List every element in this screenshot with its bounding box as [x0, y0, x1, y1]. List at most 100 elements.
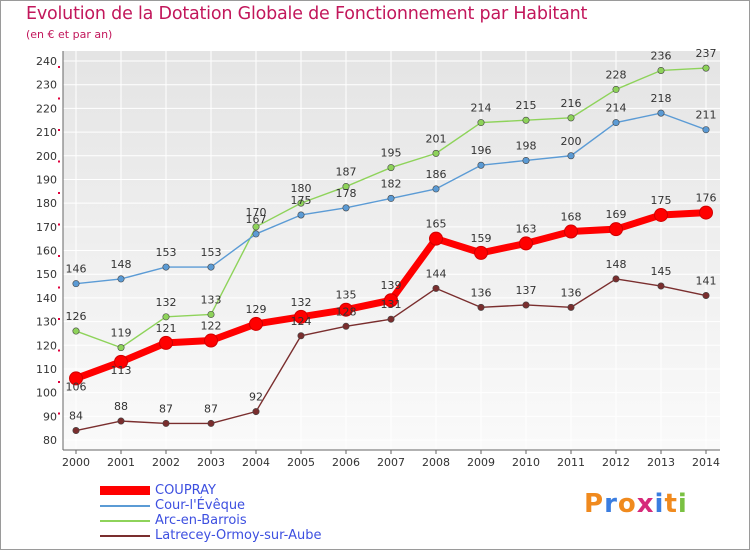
axis-dot — [58, 97, 60, 100]
data-point — [522, 301, 530, 309]
data-label: 165 — [426, 218, 447, 231]
data-labels: 84 88 87 87 92 124 128 131 144 136 137 136 148 145 141… — [66, 47, 717, 422]
data-point — [207, 263, 215, 271]
data-point — [429, 231, 443, 246]
data-label: 175 — [651, 194, 672, 207]
data-point — [432, 284, 440, 292]
data-point — [162, 313, 170, 321]
data-label: 119 — [111, 327, 132, 340]
y-tick-label: 130 — [36, 316, 57, 329]
data-point — [702, 64, 710, 72]
data-point — [159, 335, 173, 350]
axis-dot — [58, 318, 60, 320]
data-point — [657, 66, 665, 74]
data-point — [204, 333, 218, 348]
data-label: 180 — [291, 182, 312, 195]
axis-dot — [58, 160, 60, 163]
data-label: 228 — [606, 68, 627, 81]
x-tick-label: 2003 — [197, 456, 225, 469]
data-label: 129 — [246, 303, 267, 316]
data-point — [702, 292, 710, 300]
x-tick-label: 2002 — [152, 456, 180, 469]
x-tick-label: 2010 — [512, 456, 540, 469]
x-tick-label: 2000 — [62, 456, 90, 469]
data-label: 214 — [471, 102, 492, 115]
x-tick-label: 2005 — [287, 456, 315, 469]
data-point — [207, 310, 215, 318]
data-label: 136 — [471, 286, 492, 299]
data-label: 198 — [516, 139, 537, 152]
x-tick-label: 2004 — [242, 456, 270, 469]
y-tick-label: 230 — [36, 79, 57, 92]
data-point — [342, 183, 350, 191]
data-label: 216 — [561, 97, 582, 110]
x-tick-label: 2013 — [647, 456, 675, 469]
data-point — [339, 302, 353, 317]
x-tick-label: 2012 — [602, 456, 630, 469]
data-label: 113 — [111, 364, 132, 377]
data-label: 215 — [516, 99, 537, 112]
data-label: 214 — [606, 102, 627, 115]
data-point — [207, 419, 215, 427]
y-tick-label: 120 — [36, 339, 57, 352]
axis-dot — [58, 412, 60, 415]
logo-letter: o — [617, 489, 637, 519]
axis-dot — [58, 349, 60, 352]
data-label: 195 — [381, 147, 402, 160]
data-label: 132 — [156, 296, 177, 309]
data-point — [297, 332, 305, 340]
data-point — [477, 161, 485, 169]
data-point — [387, 164, 395, 172]
legend-label-coupray: COUPRAY — [155, 483, 216, 498]
x-tick-label: 2001 — [107, 456, 135, 469]
data-point — [342, 322, 350, 330]
y-tick-label: 170 — [36, 221, 57, 234]
data-label: 88 — [114, 400, 128, 413]
legend-swatch-arc-en-barrois — [100, 520, 150, 522]
data-point — [297, 211, 305, 219]
data-label: 201 — [426, 132, 447, 145]
legend-label-cour-l-eveque: Cour-l'Évêque — [155, 498, 246, 513]
data-point — [72, 280, 80, 288]
data-label: 153 — [156, 246, 177, 259]
data-point — [609, 222, 623, 237]
logo-letter: i — [677, 489, 688, 519]
data-point — [432, 149, 440, 157]
y-tick-label: 180 — [36, 197, 57, 210]
data-label: 141 — [696, 275, 717, 288]
data-point — [387, 315, 395, 323]
data-point — [72, 427, 80, 435]
data-point — [162, 419, 170, 427]
data-label: 121 — [156, 322, 177, 335]
data-label: 236 — [651, 49, 672, 62]
logo-letter: i — [654, 489, 665, 519]
data-point — [474, 245, 488, 260]
y-tick-label: 90 — [43, 410, 57, 423]
data-point — [564, 224, 578, 239]
data-point — [567, 152, 575, 160]
y-tick-label: 240 — [36, 55, 57, 68]
data-label: 186 — [426, 168, 447, 181]
axis-dot — [58, 192, 60, 194]
logo-letter: r — [604, 489, 618, 519]
x-tick-label: 2014 — [692, 456, 720, 469]
data-label: 84 — [69, 410, 83, 423]
legend-swatch-latrecey — [100, 535, 150, 537]
data-label: 146 — [66, 263, 87, 276]
data-label: 218 — [651, 92, 672, 105]
data-label: 106 — [66, 380, 87, 393]
data-point — [654, 207, 668, 222]
data-point — [117, 275, 125, 283]
data-point — [117, 417, 125, 425]
data-label: 92 — [249, 391, 263, 404]
data-label: 167 — [246, 213, 267, 226]
data-label: 182 — [381, 177, 402, 190]
data-point — [252, 230, 260, 238]
data-label: 196 — [471, 144, 492, 157]
series-layer — [69, 64, 713, 435]
data-label: 87 — [159, 402, 173, 415]
data-label: 170 — [246, 206, 267, 219]
data-label: 211 — [696, 109, 717, 122]
data-point — [567, 303, 575, 311]
